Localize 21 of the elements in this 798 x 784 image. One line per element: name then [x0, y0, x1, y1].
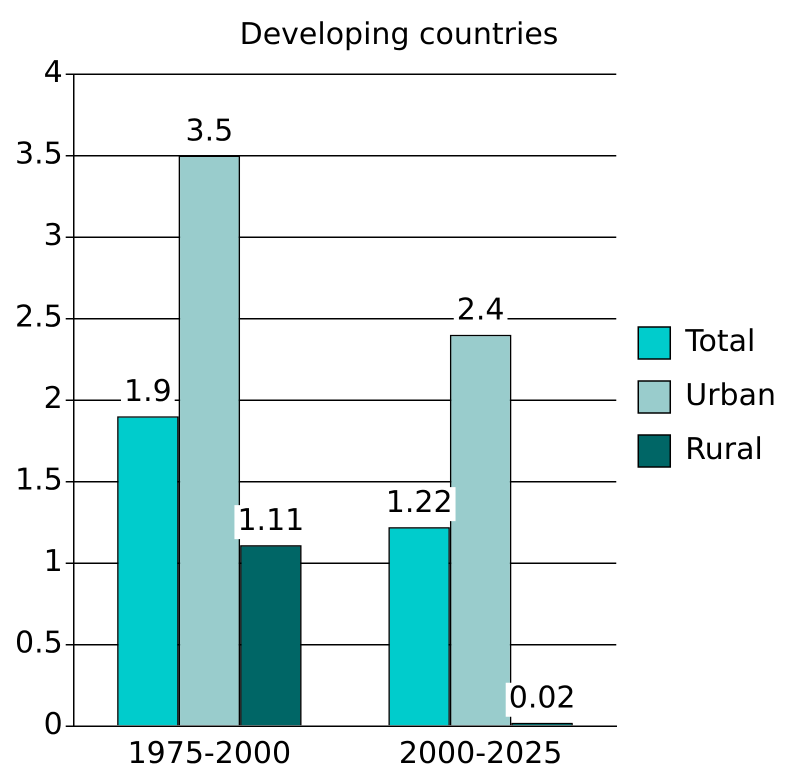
y-tick-label: 2.5 [14, 299, 63, 334]
y-tick-label: 1.5 [14, 462, 63, 498]
chart-title: Developing countries [240, 16, 558, 52]
legend-label: Total [684, 324, 756, 359]
y-tick-label: 2 [44, 380, 63, 416]
y-tick-label: 4 [44, 54, 63, 90]
x-tick-label: 1975-2000 [128, 736, 292, 771]
data-label: 1.9 [124, 374, 172, 410]
legend-label: Rural [685, 432, 763, 467]
y-tick-label: 0.5 [14, 625, 63, 660]
y-tick-label: 3.5 [14, 136, 63, 172]
data-label: 2.4 [456, 292, 504, 328]
y-tick-label: 1 [44, 544, 63, 579]
legend-label: Urban [685, 378, 776, 413]
data-label: 0.02 [508, 680, 576, 716]
y-tick-label: 0 [44, 706, 63, 742]
y-tick-label: 3 [44, 218, 63, 253]
x-tick-label: 2000-2025 [398, 736, 562, 771]
data-label: 3.5 [185, 113, 234, 148]
data-label: 1.22 [386, 484, 453, 520]
data-label: 1.11 [237, 502, 304, 538]
